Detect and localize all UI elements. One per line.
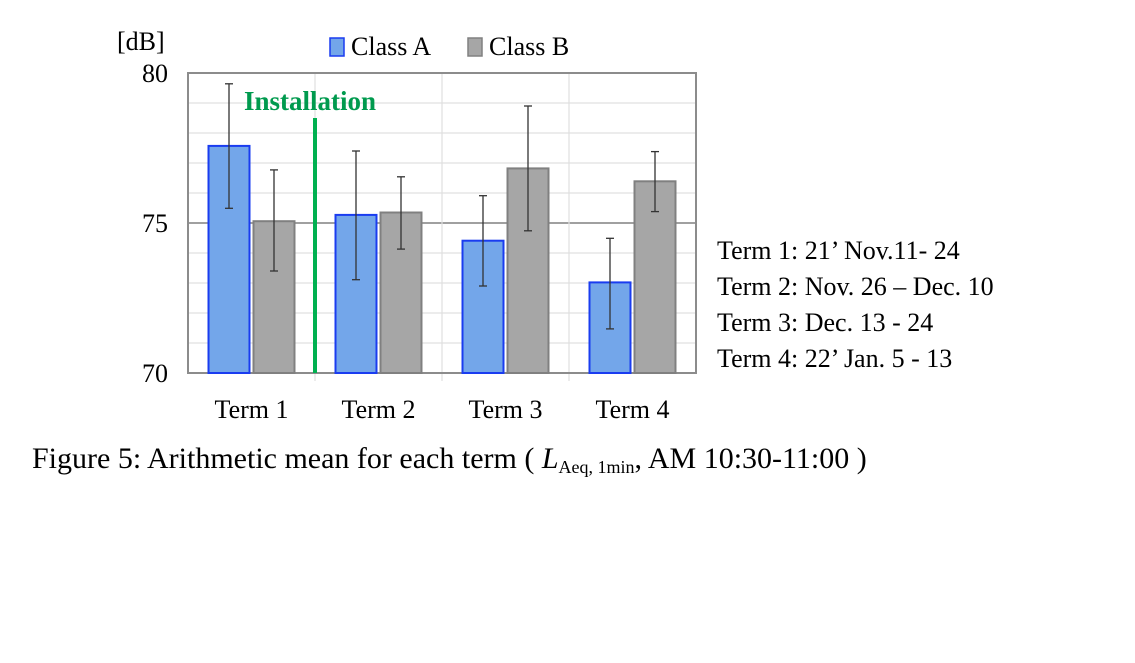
x-tick-label: Term 4	[596, 395, 670, 424]
x-tick-label: Term 2	[342, 395, 416, 424]
bar-class-b	[633, 180, 677, 374]
legend-swatch	[467, 37, 483, 57]
term-note: Term 1: 21’ Nov.11- 24	[717, 236, 960, 265]
legend: Class A Class B	[329, 32, 569, 61]
term-note: Term 4: 22’ Jan. 5 - 13	[717, 344, 952, 373]
legend-label: Class B	[489, 32, 569, 61]
x-tick-label: Term 3	[469, 395, 543, 424]
y-tick-label: 80	[142, 59, 168, 88]
plot-area: 70 75 80 Term 1 Term 2 Term 3 Term 4 Installati…	[142, 59, 697, 424]
term-note: Term 2: Nov. 26 – Dec. 10	[717, 272, 994, 301]
x-tick-label: Term 1	[215, 395, 289, 424]
term-notes: Term 1: 21’ Nov.11- 24 Term 2: Nov. 26 – …	[717, 236, 994, 373]
legend-label: Class A	[351, 32, 431, 61]
y-tick-label: 70	[142, 359, 168, 388]
plot-frame	[187, 72, 697, 374]
term-note: Term 3: Dec. 13 - 24	[717, 308, 933, 337]
legend-swatch	[329, 37, 345, 57]
y-tick-label: 75	[142, 209, 168, 238]
y-axis-label: [dB]	[117, 27, 165, 56]
installation-label: Installation	[244, 86, 376, 116]
figure-caption: Figure 5: Arithmetic mean for each term …	[32, 442, 867, 477]
